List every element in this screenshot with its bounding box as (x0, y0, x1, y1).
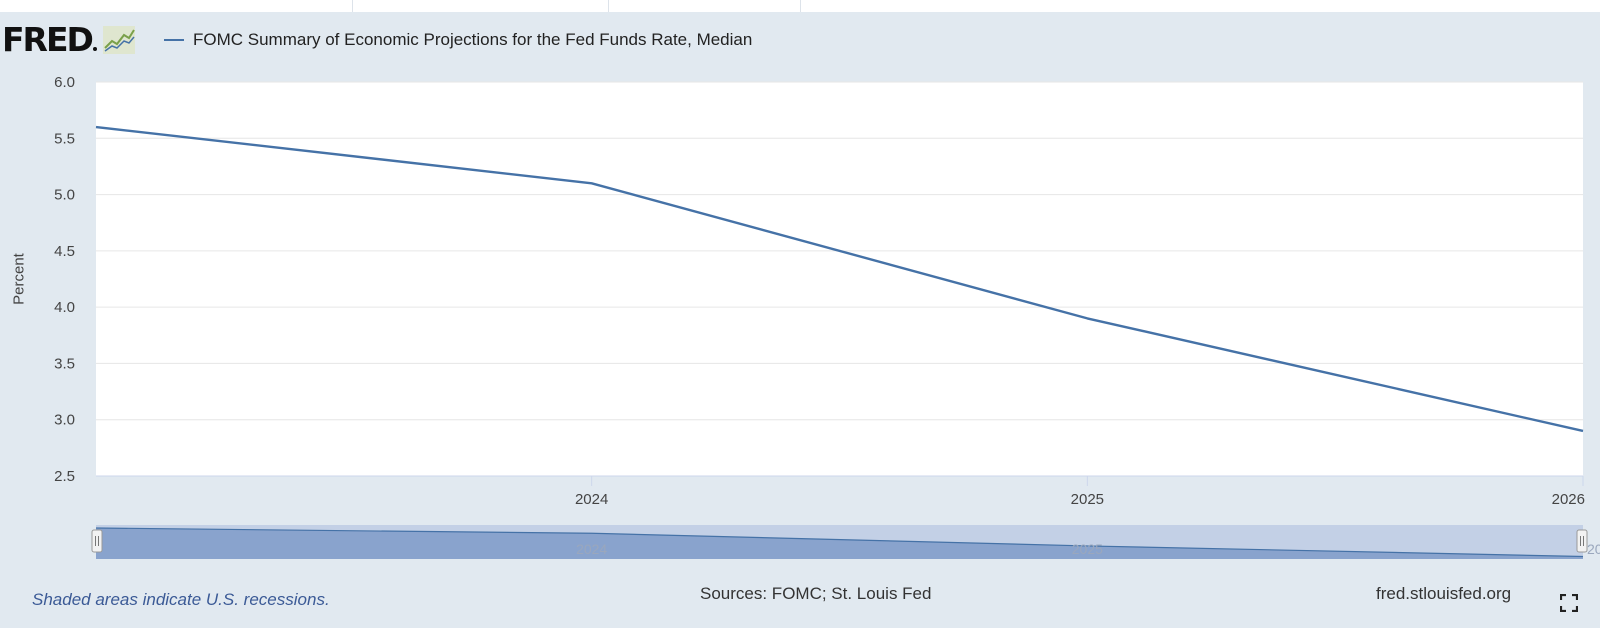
x-tick-label: 2025 (1071, 491, 1104, 508)
site-link[interactable]: fred.stlouisfed.org (1376, 584, 1512, 603)
tab-separator (352, 0, 353, 12)
line-chart-icon (102, 26, 135, 54)
y-tick-label: 3.0 (54, 412, 75, 429)
logo-registered-dot (92, 47, 97, 51)
legend-swatch (164, 39, 184, 41)
fred-logo[interactable]: FRED (2, 20, 135, 59)
navigator-tick-label: 2025 (1072, 541, 1103, 557)
y-tick-label: 4.0 (54, 299, 75, 316)
x-tick-label: 2026 (1552, 491, 1585, 508)
navigator-tick-label: 20 (1587, 541, 1600, 557)
y-tick-label: 6.0 (54, 74, 75, 91)
chart-legend[interactable]: FOMC Summary of Economic Projections for… (164, 30, 752, 50)
tab-separator (608, 0, 609, 12)
legend-label: FOMC Summary of Economic Projections for… (193, 30, 753, 49)
x-tick-label: 2024 (575, 491, 608, 508)
plot-area (96, 82, 1583, 476)
top-tab-strip (0, 0, 1600, 12)
navigator-tick-label: 2024 (576, 541, 607, 557)
navigator-area (96, 528, 1583, 559)
y-tick-label: 2.5 (54, 468, 75, 485)
y-tick-label: 5.5 (54, 130, 75, 147)
sources-text: Sources: FOMC; St. Louis Fed (700, 584, 932, 603)
navigator-handle-right[interactable] (1576, 529, 1588, 553)
y-tick-label: 5.0 (54, 187, 75, 204)
y-tick-label: 4.5 (54, 243, 75, 260)
tab-separator (800, 0, 801, 12)
series-line (95, 125, 1584, 433)
fred-logo-text: FRED (2, 20, 94, 59)
y-tick-label: 3.5 (54, 355, 75, 372)
recession-note: Shaded areas indicate U.S. recessions. (32, 590, 330, 609)
navigator-series-line (95, 527, 1584, 558)
fullscreen-icon[interactable] (1560, 594, 1578, 612)
navigator-handle-left[interactable] (91, 529, 103, 553)
